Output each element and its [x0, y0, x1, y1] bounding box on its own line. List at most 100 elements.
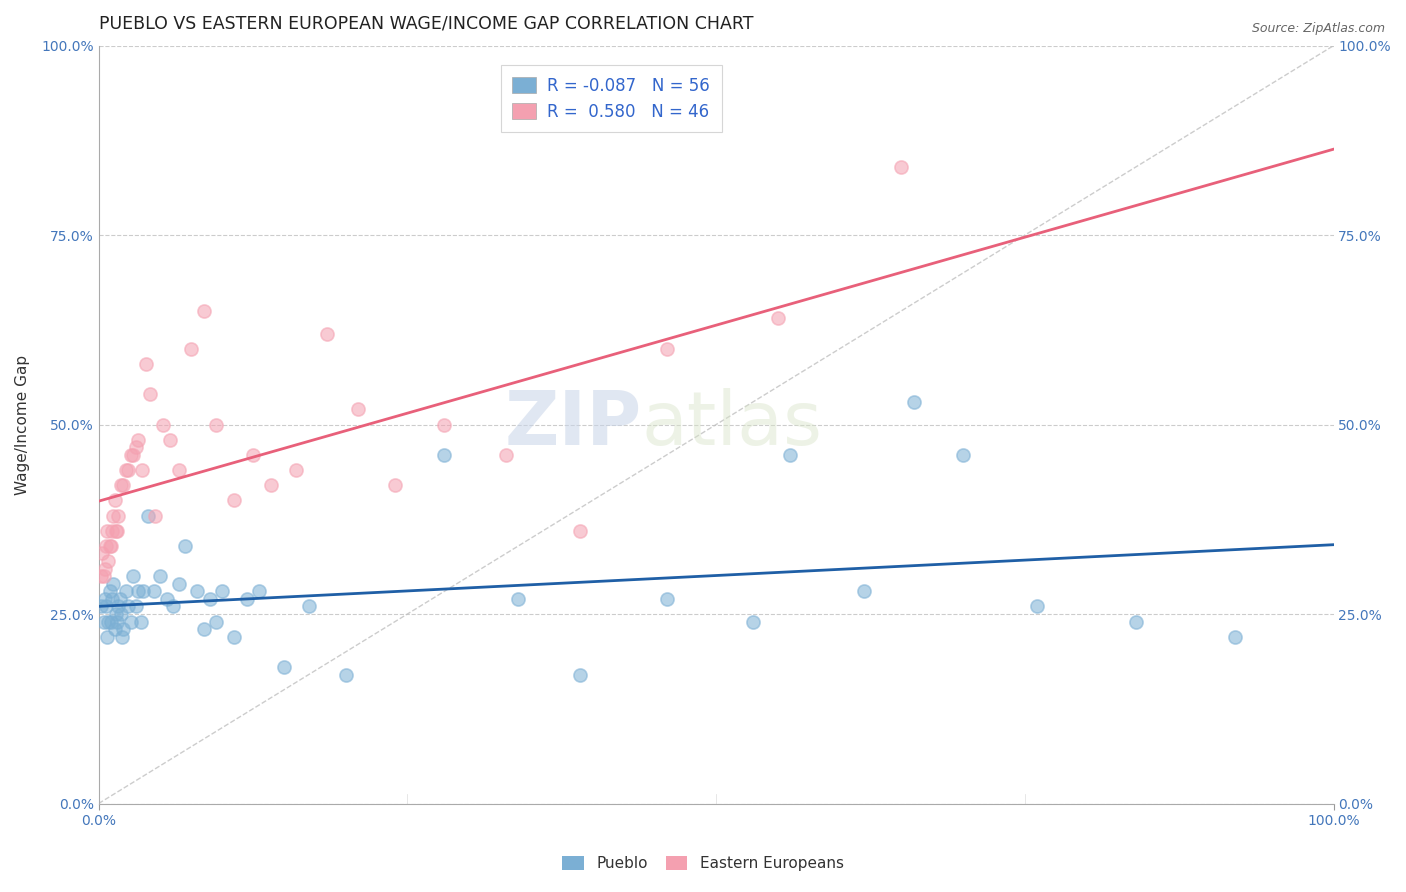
- Point: [94, 539, 117, 553]
- Point: [124, 599, 146, 614]
- Point: [273, 660, 295, 674]
- Point: [120, 615, 142, 629]
- Point: [495, 448, 517, 462]
- Text: ZIP: ZIP: [505, 388, 643, 461]
- Point: [853, 584, 876, 599]
- Point: [98, 584, 121, 599]
- Text: atlas: atlas: [643, 388, 823, 461]
- Point: [94, 561, 117, 575]
- Point: [211, 584, 233, 599]
- Point: [117, 599, 139, 614]
- Point: [890, 160, 912, 174]
- Point: [655, 591, 678, 606]
- Point: [205, 417, 228, 432]
- Point: [316, 326, 339, 341]
- Point: [129, 615, 152, 629]
- Point: [100, 539, 122, 553]
- Point: [224, 630, 246, 644]
- Point: [100, 615, 122, 629]
- Point: [103, 508, 125, 523]
- Point: [149, 569, 172, 583]
- Point: [122, 569, 145, 583]
- Point: [93, 615, 115, 629]
- Point: [384, 478, 406, 492]
- Point: [135, 357, 157, 371]
- Point: [569, 524, 592, 538]
- Point: [101, 591, 124, 606]
- Point: [105, 524, 128, 538]
- Point: [97, 615, 120, 629]
- Point: [655, 342, 678, 356]
- Point: [508, 591, 530, 606]
- Point: [167, 463, 190, 477]
- Point: [285, 463, 308, 477]
- Point: [205, 615, 228, 629]
- Point: [193, 304, 215, 318]
- Point: [103, 576, 125, 591]
- Point: [91, 546, 114, 560]
- Point: [143, 584, 166, 599]
- Point: [104, 607, 127, 621]
- Point: [104, 524, 127, 538]
- Point: [180, 342, 202, 356]
- Point: [107, 599, 129, 614]
- Text: PUEBLO VS EASTERN EUROPEAN WAGE/INCOME GAP CORRELATION CHART: PUEBLO VS EASTERN EUROPEAN WAGE/INCOME G…: [98, 15, 754, 33]
- Point: [94, 591, 117, 606]
- Point: [152, 417, 174, 432]
- Point: [952, 448, 974, 462]
- Point: [112, 622, 135, 636]
- Point: [174, 539, 197, 553]
- Legend: Pueblo, Eastern Europeans: Pueblo, Eastern Europeans: [557, 850, 849, 877]
- Point: [104, 622, 127, 636]
- Point: [98, 539, 121, 553]
- Point: [90, 599, 112, 614]
- Point: [742, 615, 765, 629]
- Point: [127, 433, 149, 447]
- Point: [433, 448, 456, 462]
- Point: [224, 493, 246, 508]
- Point: [108, 591, 131, 606]
- Point: [145, 508, 167, 523]
- Y-axis label: Wage/Income Gap: Wage/Income Gap: [15, 354, 30, 495]
- Point: [114, 584, 136, 599]
- Point: [186, 584, 208, 599]
- Point: [247, 584, 270, 599]
- Point: [139, 387, 162, 401]
- Point: [117, 463, 139, 477]
- Point: [335, 667, 357, 681]
- Point: [155, 591, 177, 606]
- Point: [104, 493, 127, 508]
- Point: [159, 433, 181, 447]
- Legend: R = -0.087   N = 56, R =  0.580   N = 46: R = -0.087 N = 56, R = 0.580 N = 46: [501, 65, 721, 132]
- Point: [110, 478, 132, 492]
- Point: [260, 478, 283, 492]
- Text: Source: ZipAtlas.com: Source: ZipAtlas.com: [1251, 22, 1385, 36]
- Point: [193, 622, 215, 636]
- Point: [112, 478, 135, 492]
- Point: [766, 311, 789, 326]
- Point: [105, 615, 128, 629]
- Point: [198, 591, 221, 606]
- Point: [131, 463, 153, 477]
- Point: [132, 584, 155, 599]
- Point: [111, 630, 134, 644]
- Point: [96, 524, 118, 538]
- Point: [242, 448, 264, 462]
- Point: [347, 402, 370, 417]
- Point: [127, 584, 149, 599]
- Point: [136, 508, 159, 523]
- Point: [101, 524, 124, 538]
- Point: [94, 599, 117, 614]
- Point: [107, 508, 129, 523]
- Point: [162, 599, 184, 614]
- Point: [110, 607, 132, 621]
- Point: [167, 576, 190, 591]
- Point: [93, 569, 115, 583]
- Point: [433, 417, 456, 432]
- Point: [1223, 630, 1246, 644]
- Point: [903, 395, 925, 409]
- Point: [96, 630, 118, 644]
- Point: [779, 448, 801, 462]
- Point: [97, 554, 120, 568]
- Point: [90, 569, 112, 583]
